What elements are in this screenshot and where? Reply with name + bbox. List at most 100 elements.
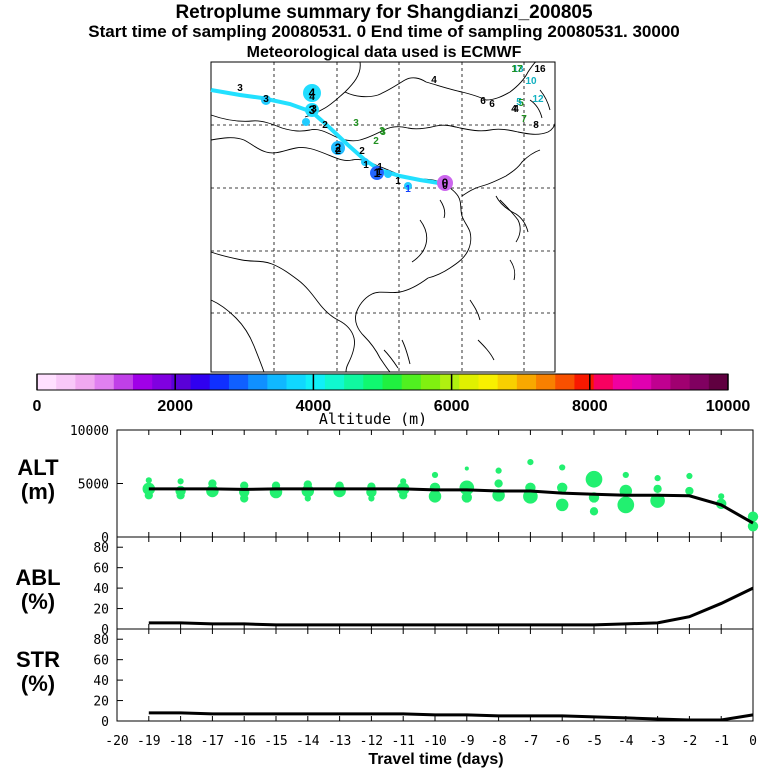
str-line: [148, 711, 754, 722]
plume-point-label: 1: [374, 166, 381, 180]
colorbar-cell: [37, 374, 57, 390]
str-panel-label: STR (%): [16, 647, 60, 696]
plume-label: 3: [379, 126, 385, 137]
plume-label: 6: [480, 96, 486, 107]
colorbar-cell: [651, 374, 671, 390]
colorbar-tick-label: 0: [33, 398, 42, 415]
met-data-subtitle: Meteorological data used is ECMWF: [246, 44, 522, 61]
x-tick-label: -9: [459, 734, 475, 749]
colorbar-cell: [401, 374, 422, 390]
x-tick-label: -3: [650, 734, 666, 749]
alt-data-point: [685, 486, 694, 496]
colorbar-label: Altitude (m): [319, 410, 427, 428]
map-grid: [211, 62, 555, 372]
alt-data-point: [399, 491, 408, 500]
abl-ytick-label: 20: [93, 603, 109, 618]
alt-data-point: [176, 491, 185, 500]
plume-label: 4: [309, 92, 315, 103]
abl-line: [148, 586, 754, 627]
x-tick-label: -6: [554, 734, 570, 749]
str-ytick-label: 60: [93, 654, 109, 669]
x-tick-label: -11: [391, 734, 414, 749]
plume-label: 10: [525, 76, 537, 87]
x-tick-label: -20: [105, 734, 128, 749]
plume-point-label: 4: [309, 86, 316, 100]
colorbar-cell: [478, 374, 499, 390]
plume-point-day-0: [437, 175, 453, 191]
colorbar-cell: [305, 374, 326, 390]
x-tick-label: -14: [296, 734, 320, 749]
colorbar-cell: [56, 374, 76, 390]
plume-label: 1: [405, 184, 411, 195]
plume-marker: [384, 170, 392, 178]
colorbar-tick-label: 8000: [572, 398, 608, 415]
plume-label: 6: [489, 99, 495, 110]
plume-label: 4: [511, 104, 517, 115]
alt-panel-label: ALT (m): [17, 455, 59, 504]
alt-data-point: [557, 482, 568, 493]
colorbar-tick-label: 2000: [157, 398, 193, 415]
alt-data-point: [617, 496, 635, 514]
alt-data-point: [206, 484, 219, 498]
alt-data-point: [145, 477, 152, 484]
x-axis-label: Travel time (days): [368, 751, 503, 768]
plume-trajectory-line: [210, 88, 446, 186]
abl-panel-label: ABL (%): [15, 565, 60, 614]
alt-data-point: [177, 478, 184, 485]
colorbar-cell: [324, 374, 345, 390]
alt-ytick-label: 5000: [78, 478, 109, 493]
abl-panel: 80 60 40 20 0: [93, 536, 754, 638]
x-tick-label: -10: [423, 734, 446, 749]
colorbar-cell: [574, 374, 595, 390]
plume-label: 17: [511, 64, 523, 75]
colorbar-cell: [555, 374, 575, 390]
alt-data-point: [333, 484, 346, 498]
plume-label: 1: [395, 176, 401, 187]
colorbar-cell: [171, 374, 191, 390]
alt-data-point: [494, 479, 503, 488]
colorbar-cell: [248, 374, 268, 390]
str-ytick-label: 80: [93, 633, 109, 648]
plume-label: 13: [512, 64, 524, 75]
alt-data-point: [301, 484, 315, 498]
colorbar-cell: [344, 374, 364, 390]
colorbar-cell: [152, 374, 172, 390]
plume-marker: [361, 158, 369, 166]
plume-point-day-2: [331, 141, 345, 155]
x-tick-label: -1: [713, 734, 729, 749]
x-tick-label: -5: [586, 734, 602, 749]
colorbar-cell: [190, 374, 211, 390]
plume-label: 5: [516, 97, 522, 108]
plume-label: 1: [376, 167, 382, 178]
colorbar-cell: [612, 374, 633, 390]
plume-label: 3: [353, 118, 359, 129]
colorbar-cell: [228, 374, 249, 390]
str-ytick-label: 40: [93, 674, 109, 689]
plume-label: 7: [521, 114, 527, 125]
plume-point-label: 0: [442, 176, 449, 190]
alt-data-point: [428, 490, 442, 503]
plume-label: 3: [380, 127, 386, 138]
colorbar-cell: [209, 374, 230, 390]
x-tick-label: -8: [491, 734, 507, 749]
chart-title: Retroplume summary for Shangdianzi_20080…: [175, 2, 593, 23]
colorbar-cell: [708, 374, 729, 390]
plume-label: 3: [237, 83, 243, 94]
x-tick-label: -19: [137, 734, 160, 749]
x-tick-label: -17: [201, 734, 224, 749]
colorbar-cell: [132, 374, 153, 390]
alt-data-point: [527, 459, 534, 466]
x-tick-label: -12: [360, 734, 383, 749]
alt-data-point: [654, 475, 661, 482]
x-tick-label: -18: [169, 734, 192, 749]
plume-label: 3: [311, 104, 317, 115]
colorbar-cell: [516, 374, 537, 390]
alt-data-point: [589, 507, 599, 516]
alt-data-point: [368, 495, 375, 502]
alt-data-point: [461, 492, 472, 503]
x-tick-label: -15: [264, 734, 287, 749]
plume-marker: [302, 118, 310, 126]
sampling-time-subtitle: Start time of sampling 20080531. 0 End t…: [88, 22, 680, 41]
